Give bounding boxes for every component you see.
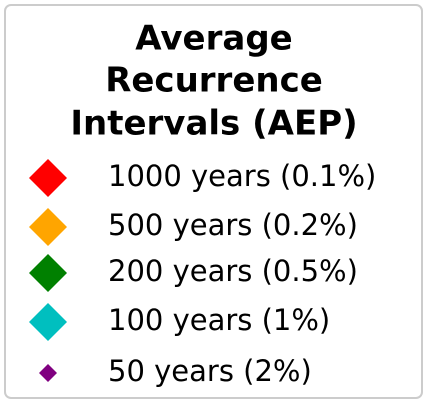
legend-marker [29, 159, 67, 197]
legend-marker [39, 364, 57, 382]
legend-items: 1000 years (0.1%) 500 years (0.2%) 200 yea… [29, 159, 376, 388]
legend-title: Average [135, 19, 292, 59]
legend-label: 500 years (0.2%) [108, 208, 358, 242]
legend-label: 50 years (2%) [108, 354, 312, 388]
legend-marker [29, 254, 67, 292]
legend-frame [4, 4, 423, 399]
legend-title: Recurrence [105, 61, 323, 101]
legend-label: 100 years (1%) [108, 303, 330, 337]
legend-label: 1000 years (0.1%) [108, 159, 376, 193]
legend-label: 200 years (0.5%) [108, 254, 358, 288]
legend-marker [29, 208, 67, 246]
legend-title: Intervals (AEP) [70, 104, 357, 144]
legend-marker [29, 303, 67, 341]
